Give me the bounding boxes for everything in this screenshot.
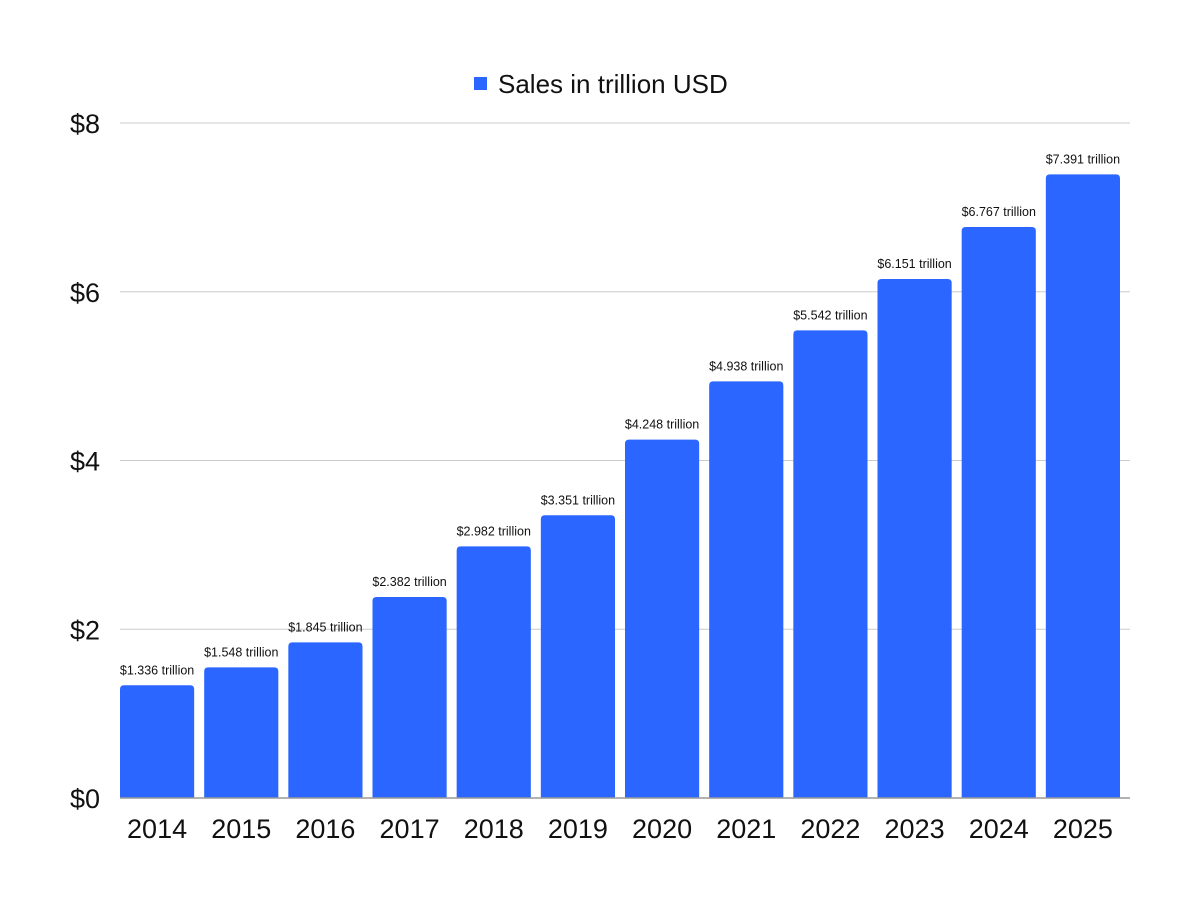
bar-2014 bbox=[120, 685, 195, 798]
x-tick-label-2023: 2023 bbox=[885, 814, 945, 844]
x-tick-label-2015: 2015 bbox=[211, 814, 271, 844]
y-tick-label-4: $8 bbox=[70, 109, 100, 139]
bar-2023 bbox=[877, 279, 952, 798]
x-tick-label-2017: 2017 bbox=[380, 814, 440, 844]
legend-label: Sales in trillion USD bbox=[498, 69, 728, 99]
bar-2017 bbox=[372, 597, 447, 798]
data-label-2018: $2.982 trillion bbox=[457, 524, 531, 538]
data-label-2017: $2.382 trillion bbox=[372, 575, 446, 589]
x-tick-label-2019: 2019 bbox=[548, 814, 608, 844]
data-label-2025: $7.391 trillion bbox=[1046, 152, 1120, 166]
data-label-2014: $1.336 trillion bbox=[120, 663, 194, 677]
x-tick-label-2018: 2018 bbox=[464, 814, 524, 844]
data-label-2023: $6.151 trillion bbox=[877, 257, 951, 271]
x-tick-label-2016: 2016 bbox=[295, 814, 355, 844]
x-tick-label-2020: 2020 bbox=[632, 814, 692, 844]
y-tick-label-0: $0 bbox=[70, 784, 100, 814]
x-tick-label-2022: 2022 bbox=[800, 814, 860, 844]
data-label-2015: $1.548 trillion bbox=[204, 645, 278, 659]
data-label-2016: $1.845 trillion bbox=[288, 620, 362, 634]
legend-swatch bbox=[474, 77, 487, 90]
bar-2024 bbox=[961, 227, 1036, 799]
axes: $0 $2 $4 $6 $8 2014 2015 2016 2017 2018 2019 2020 20… bbox=[70, 109, 1130, 844]
data-labels: $1.336 trillion $1.548 trillion $1.845 tri… bbox=[120, 152, 1120, 677]
x-tick-label-2014: 2014 bbox=[127, 814, 187, 844]
bar-2016 bbox=[288, 642, 363, 798]
data-label-2020: $4.248 trillion bbox=[625, 418, 699, 432]
x-tick-label-2021: 2021 bbox=[716, 814, 776, 844]
bar-2015 bbox=[204, 667, 279, 798]
bar-2021 bbox=[709, 381, 784, 798]
x-tick-label-2025: 2025 bbox=[1053, 814, 1113, 844]
bar-2020 bbox=[625, 439, 700, 798]
data-label-2024: $6.767 trillion bbox=[962, 205, 1036, 219]
x-tick-label-2024: 2024 bbox=[969, 814, 1029, 844]
y-tick-label-3: $6 bbox=[70, 278, 100, 308]
bars bbox=[120, 174, 1120, 799]
data-label-2021: $4.938 trillion bbox=[709, 359, 783, 373]
bar-2025 bbox=[1045, 174, 1120, 798]
legend: Sales in trillion USD bbox=[474, 69, 728, 99]
y-tick-label-2: $4 bbox=[70, 447, 100, 477]
bar-2018 bbox=[456, 546, 531, 798]
bar-2019 bbox=[540, 515, 615, 798]
data-label-2022: $5.542 trillion bbox=[793, 308, 867, 322]
y-tick-label-1: $2 bbox=[70, 615, 100, 645]
bar-2022 bbox=[793, 330, 868, 798]
data-label-2019: $3.351 trillion bbox=[541, 493, 615, 507]
